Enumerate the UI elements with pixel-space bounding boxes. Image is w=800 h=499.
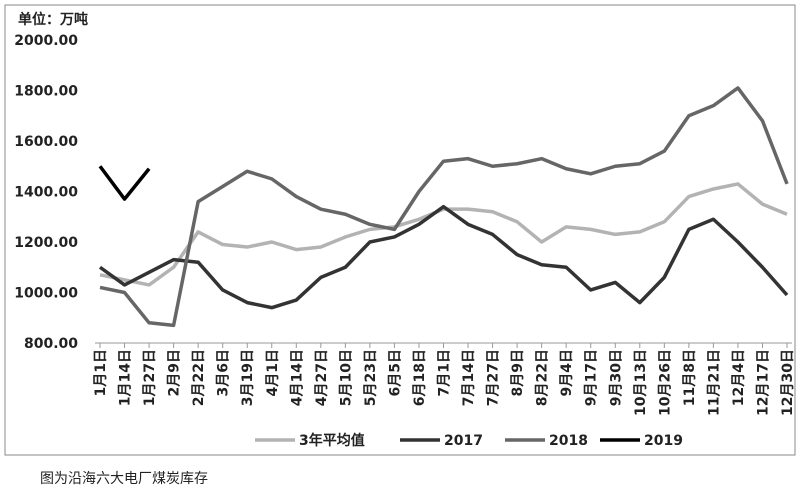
legend-label: 2018 — [549, 433, 588, 449]
x-tick-label: 12月17日 — [755, 349, 771, 416]
x-tick-label: 12月4日 — [731, 349, 747, 406]
x-tick-label: 9月17日 — [584, 349, 600, 406]
x-tick-label: 2月22日 — [191, 349, 207, 406]
x-tick-label: 6月18日 — [412, 349, 428, 406]
x-tick-label: 7月1日 — [437, 349, 453, 396]
x-tick-label: 9月4日 — [559, 349, 575, 396]
x-tick-label: 2月9日 — [167, 349, 183, 396]
x-tick-label: 10月26日 — [657, 349, 673, 416]
x-tick-label: 1月27日 — [142, 349, 158, 406]
x-tick-label: 1月14日 — [118, 349, 134, 406]
x-tick-label: 11月8日 — [682, 349, 698, 406]
series-line — [98, 165, 151, 201]
y-tick-label: 800.00 — [24, 336, 78, 352]
x-tick-label: 4月27日 — [314, 349, 330, 406]
y-tick-label: 1200.00 — [14, 235, 78, 251]
x-tick-label: 5月23日 — [363, 349, 379, 406]
series-line — [98, 204, 789, 310]
x-tick-label: 9月30日 — [608, 349, 624, 406]
legend-label: 3年平均值 — [299, 432, 365, 449]
x-tick-label: 6月5日 — [387, 349, 403, 396]
legend-label: 2019 — [644, 433, 683, 449]
x-tick-label: 4月14日 — [289, 349, 305, 406]
y-tick-label: 1800.00 — [14, 84, 78, 100]
legend-label: 2017 — [444, 433, 483, 449]
y-tick-label: 1400.00 — [14, 185, 78, 201]
x-tick-label: 11月21日 — [706, 349, 722, 416]
x-tick-label: 8月22日 — [535, 349, 551, 406]
x-tick-label: 1月1日 — [93, 349, 109, 396]
x-tick-label: 4月1日 — [265, 349, 281, 396]
x-tick-label: 10月13日 — [633, 349, 649, 416]
series-line — [99, 86, 789, 328]
chart-frame — [4, 4, 796, 456]
unit-label: 单位：万吨 — [18, 11, 88, 28]
y-tick-label: 1600.00 — [14, 134, 78, 150]
caption: 图为沿海六大电厂煤炭库存 — [40, 471, 208, 487]
series-line — [99, 182, 788, 287]
y-tick-label: 1000.00 — [14, 286, 78, 302]
x-tick-label: 5月10日 — [338, 349, 354, 406]
x-tick-label: 3月19日 — [240, 349, 256, 406]
x-tick-label: 7月27日 — [486, 349, 502, 406]
x-tick-label: 7月14日 — [461, 349, 477, 406]
y-tick-label: 2000.00 — [14, 33, 78, 49]
x-tick-label: 12月30日 — [780, 349, 796, 416]
x-tick-label: 8月9日 — [510, 349, 526, 396]
x-tick-label: 3月6日 — [216, 349, 232, 396]
